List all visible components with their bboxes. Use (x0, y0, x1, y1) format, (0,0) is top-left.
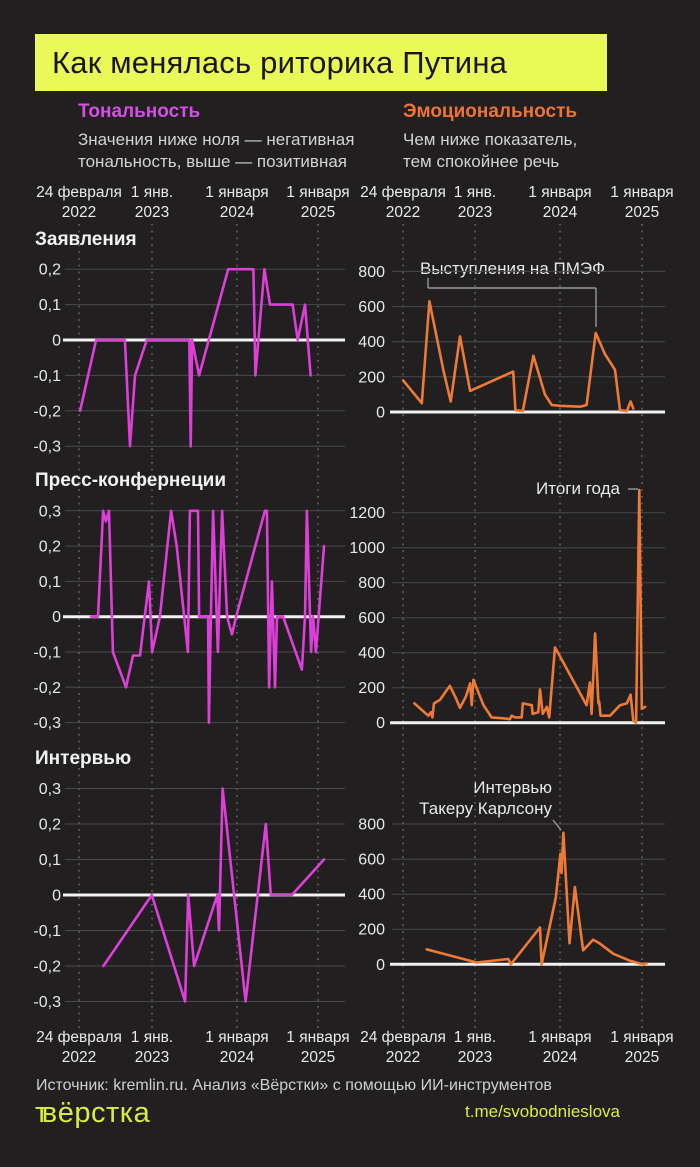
series-line (89, 509, 326, 724)
y-tick-label: -0,2 (33, 403, 61, 420)
y-tick-label: 600 (358, 299, 385, 316)
legend-emotionality-desc: Чем ниже показатель, тем спокойнее речь (403, 130, 578, 171)
y-tick-label: -0,1 (33, 923, 61, 940)
axis-date-label: 1 января 2024 (528, 184, 592, 221)
y-tick-label: 400 (358, 887, 385, 904)
y-tick-label: 0,3 (39, 503, 61, 520)
y-tick-label: 0 (376, 405, 385, 422)
y-tick-label: 800 (358, 817, 385, 834)
axis-date-label: 24 февраля 2022 (360, 184, 446, 221)
y-tick-label: 0,2 (39, 817, 61, 834)
y-tick-label: 0,1 (39, 297, 61, 314)
axis-date-label: 1 янв. 2023 (453, 1029, 497, 1066)
y-tick-label: 0 (52, 609, 61, 626)
y-tick-label: -0,3 (33, 994, 61, 1011)
y-tick-label: 0 (52, 888, 61, 905)
axis-date-label: 1 янв. 2023 (130, 184, 174, 221)
page-title: Как менялась риторика Путина (52, 44, 508, 80)
chart-r2: 1200 1000 800 600 400 200 0 (349, 488, 665, 732)
axis-date-label: 1 января 2024 (205, 184, 269, 221)
y-tick-label: 600 (358, 852, 385, 869)
y-tick-label: -0,3 (33, 715, 61, 732)
y-tick-label: -0,1 (33, 368, 61, 385)
row-label-statements: Заявления (35, 229, 137, 250)
y-tick-label: 0,1 (39, 574, 61, 591)
axis-date-label: 24 февраля 2022 (36, 184, 122, 221)
axis-date-label: 24 февраля 2022 (360, 1029, 446, 1066)
row-label-press-conferences: Пресс-конфернеции (35, 470, 227, 491)
source-note: Источник: kremlin.ru. Анализ «Вёрстки» с… (36, 1077, 552, 1094)
chart-r1: 800 600 400 200 0 (358, 264, 665, 422)
annotation-connector (552, 819, 562, 831)
row-label-interviews: Интервью (35, 748, 132, 769)
y-tick-label: 400 (358, 645, 385, 662)
telegram-link[interactable]: t.me/svobodnieslova (465, 1102, 620, 1121)
legend-tonality-desc: Значения ниже ноля — негативная тонально… (78, 130, 355, 171)
annotation-year-results: Итоги года (536, 479, 620, 498)
y-tick-label: 1200 (349, 505, 385, 522)
y-tick-label: 1000 (349, 540, 385, 557)
chart-l3: 0,3 0,2 0,1 0 -0,1 -0,2 -0,3 (33, 781, 345, 1011)
y-tick-label: 200 (358, 680, 385, 697)
verstka-logo: твёрстка (35, 1097, 151, 1129)
y-tick-label: -0,2 (33, 959, 61, 976)
y-tick-label: 0 (376, 715, 385, 732)
series-line (413, 488, 647, 724)
series-line (102, 787, 326, 1003)
series-line (78, 267, 312, 448)
y-tick-label: -0,3 (33, 439, 61, 456)
chart-r3: 800 600 400 200 0 (358, 817, 665, 974)
axis-date-label: 1 января 2024 (205, 1029, 269, 1066)
axis-date-label: 1 января 2025 (610, 184, 674, 221)
y-tick-label: 200 (358, 369, 385, 386)
y-tick-label: 800 (358, 575, 385, 592)
y-tick-label: 0,2 (39, 262, 61, 279)
y-tick-label: 600 (358, 610, 385, 627)
axis-date-label: 1 янв. 2023 (453, 184, 497, 221)
legend-emotionality-heading: Эмоциональность (403, 101, 578, 122)
y-tick-label: 200 (358, 922, 385, 939)
legend-tonality: Тональность Значения ниже ноля — негатив… (78, 101, 388, 173)
y-tick-label: -0,1 (33, 645, 61, 662)
axis-date-label: 1 января 2025 (610, 1029, 674, 1066)
y-tick-label: 0,2 (39, 539, 61, 556)
annotation-spief: Выступления на ПМЭФ (420, 259, 606, 278)
series-line (401, 299, 635, 413)
axis-date-label: 1 янв. 2023 (130, 1029, 174, 1066)
axis-date-label: 1 января 2024 (528, 1029, 592, 1066)
axis-date-label: 1 января 2025 (286, 1029, 350, 1066)
legend-emotionality: Эмоциональность Чем ниже показатель, тем… (403, 101, 700, 173)
chart-l1: 0,2 0,1 0 -0,1 -0,2 -0,3 (33, 262, 345, 456)
axis-date-label: 1 января 2025 (286, 184, 350, 221)
series-line (425, 831, 649, 966)
title-block: Как менялась риторика Путина (35, 34, 607, 91)
y-tick-label: 800 (358, 264, 385, 281)
axis-date-label: 24 февраля 2022 (36, 1029, 122, 1066)
y-tick-label: 0 (376, 957, 385, 974)
legend-tonality-heading: Тональность (78, 101, 201, 122)
y-tick-label: 0 (52, 333, 61, 350)
y-tick-label: 0,1 (39, 852, 61, 869)
y-tick-label: 400 (358, 334, 385, 351)
chart-l2: 0,3 0,2 0,1 0 -0,1 -0,2 -0,3 (33, 503, 345, 732)
y-tick-label: 0,3 (39, 781, 61, 798)
y-tick-label: -0,2 (33, 680, 61, 697)
annotation-tucker-carlson: Интервью Такеру Карлсону (419, 778, 552, 818)
